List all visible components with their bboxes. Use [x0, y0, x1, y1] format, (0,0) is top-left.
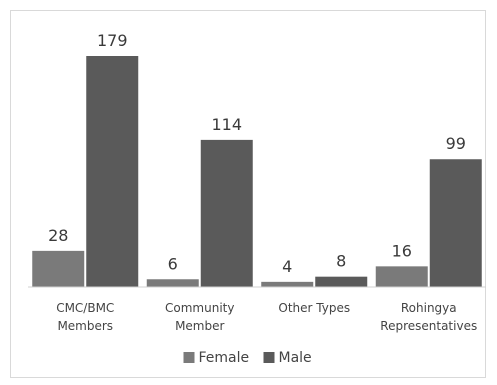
- bar-male-2: [315, 276, 368, 287]
- bar-female-1: [146, 279, 199, 287]
- bar-female-0: [32, 250, 85, 287]
- legend: Female Male: [183, 350, 312, 366]
- category-label-0: CMC/BMC Members: [56, 301, 114, 333]
- category-label-2: Other Types: [278, 301, 350, 315]
- category-label-3: Rohingya Representatives: [380, 301, 477, 333]
- bars-layer: [32, 56, 482, 287]
- value-label-male-3: 99: [446, 134, 466, 153]
- value-label-male-0: 179: [97, 31, 128, 50]
- bar-male-3: [429, 159, 482, 287]
- bar-female-3: [375, 266, 428, 287]
- bar-female-2: [261, 281, 314, 287]
- legend-swatch-female: [183, 352, 195, 363]
- value-label-male-1: 114: [211, 115, 242, 134]
- value-labels-layer: 28 179 6 114 4 8 16 99: [48, 31, 466, 276]
- bar-male-0: [86, 56, 139, 287]
- category-label-1: Community Member: [165, 301, 234, 333]
- value-label-female-1: 6: [168, 254, 178, 273]
- bar-male-1: [200, 139, 253, 287]
- value-label-male-2: 8: [336, 252, 346, 271]
- value-label-female-0: 28: [48, 226, 68, 245]
- category-labels-layer: CMC/BMC Members Community Member Other Types…: [56, 301, 477, 333]
- legend-label-female: Female: [199, 350, 250, 366]
- value-label-female-2: 4: [282, 257, 292, 276]
- legend-swatch-male: [263, 352, 275, 363]
- legend-label-male: Male: [279, 350, 312, 366]
- value-label-female-3: 16: [392, 241, 412, 260]
